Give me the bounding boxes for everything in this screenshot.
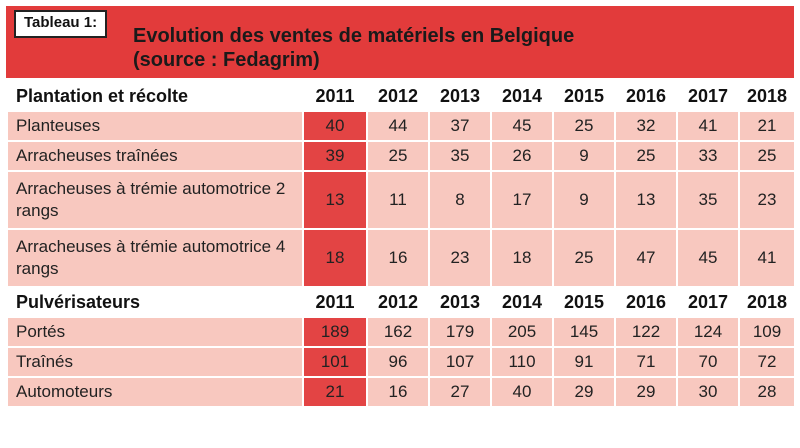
table-cell: 35: [428, 140, 492, 172]
table-cell: 17: [490, 170, 554, 230]
table-cell: 41: [738, 228, 796, 288]
table-cell: 25: [552, 110, 616, 142]
row-label: Traînés: [6, 346, 304, 378]
table-row: Arracheuses à trémie automotrice 4 rangs…: [6, 228, 796, 288]
table-cell: 35: [676, 170, 740, 230]
table-cell: 101: [302, 346, 368, 378]
table-row: Portés 189 162 179 205 145 122 124 109: [6, 316, 796, 348]
table-cell: 18: [490, 228, 554, 288]
year-header: 2016: [614, 286, 678, 318]
year-header: 2018: [738, 286, 796, 318]
section-heading: Pulvérisateurs: [6, 286, 304, 318]
table-cell: 11: [366, 170, 430, 230]
table-cell: 96: [366, 346, 430, 378]
table-cell: 26: [490, 140, 554, 172]
table-cell: 47: [614, 228, 678, 288]
year-header: 2017: [676, 80, 740, 112]
row-label: Planteuses: [6, 110, 304, 142]
year-header: 2012: [366, 80, 430, 112]
year-header: 2011: [302, 80, 368, 112]
table-title: Evolution des ventes de matériels en Bel…: [133, 24, 773, 72]
year-header: 2012: [366, 286, 430, 318]
row-label: Automoteurs: [6, 376, 304, 408]
table-cell: 162: [366, 316, 430, 348]
year-header: 2013: [428, 286, 492, 318]
table-cell: 23: [738, 170, 796, 230]
row-label: Arracheuses traînées: [6, 140, 304, 172]
row-label: Arracheuses à trémie automotrice 4 rangs: [6, 228, 304, 288]
row-label: Arracheuses à trémie automotrice 2 rangs: [6, 170, 304, 230]
year-header: 2016: [614, 80, 678, 112]
year-header: 2014: [490, 286, 554, 318]
table-row: Traînés 101 96 107 110 91 71 70 72: [6, 346, 796, 378]
year-header: 2013: [428, 80, 492, 112]
table-cell: 71: [614, 346, 678, 378]
table-cell: 8: [428, 170, 492, 230]
table-cell: 45: [490, 110, 554, 142]
table-cell: 32: [614, 110, 678, 142]
table-cell: 37: [428, 110, 492, 142]
table-cell: 21: [738, 110, 796, 142]
year-header: 2014: [490, 80, 554, 112]
table-tag: Tableau 1:: [14, 10, 108, 38]
year-header: 2015: [552, 80, 616, 112]
table-cell: 109: [738, 316, 796, 348]
table-header-banner: Tableau 1: Evolution des ventes de matér…: [6, 6, 794, 78]
table-title-line-2: (source : Fedagrim): [133, 49, 320, 71]
table-cell: 110: [490, 346, 554, 378]
sales-table: Plantation et récolte 2011 2012 2013 2014 201…: [6, 80, 796, 408]
table-cell: 16: [366, 228, 430, 288]
table-cell: 18: [302, 228, 368, 288]
table-cell: 28: [738, 376, 796, 408]
table-cell: 179: [428, 316, 492, 348]
table-row: Automoteurs 21 16 27 40 29 29 30 28: [6, 376, 796, 408]
table-cell: 9: [552, 170, 616, 230]
table-cell: 29: [552, 376, 616, 408]
table-cell: 44: [366, 110, 430, 142]
section-header-row: Pulvérisateurs 2011 2012 2013 2014 2015 2016 20…: [6, 286, 796, 318]
table-cell: 25: [614, 140, 678, 172]
section-heading: Plantation et récolte: [6, 80, 304, 112]
table-cell: 9: [552, 140, 616, 172]
year-header: 2017: [676, 286, 740, 318]
table-cell: 25: [552, 228, 616, 288]
table-cell: 29: [614, 376, 678, 408]
table-cell: 40: [302, 110, 368, 142]
year-header: 2011: [302, 286, 368, 318]
table-row: Planteuses 40 44 37 45 25 32 41 21: [6, 110, 796, 142]
table-cell: 13: [302, 170, 368, 230]
table-cell: 33: [676, 140, 740, 172]
table-cell: 40: [490, 376, 554, 408]
table-cell: 145: [552, 316, 616, 348]
table-cell: 91: [552, 346, 616, 378]
table-cell: 189: [302, 316, 368, 348]
table-cell: 107: [428, 346, 492, 378]
section-header-row: Plantation et récolte 2011 2012 2013 2014 201…: [6, 80, 796, 112]
table-cell: 205: [490, 316, 554, 348]
table-row: Arracheuses traînées 39 25 35 26 9 25 33 25: [6, 140, 796, 172]
table-cell: 45: [676, 228, 740, 288]
table-cell: 72: [738, 346, 796, 378]
table-cell: 70: [676, 346, 740, 378]
year-header: 2018: [738, 80, 796, 112]
table-cell: 23: [428, 228, 492, 288]
table-cell: 122: [614, 316, 678, 348]
row-label: Portés: [6, 316, 304, 348]
table-cell: 27: [428, 376, 492, 408]
table-cell: 25: [366, 140, 430, 172]
table-cell: 41: [676, 110, 740, 142]
table-cell: 39: [302, 140, 368, 172]
table-cell: 21: [302, 376, 368, 408]
year-header: 2015: [552, 286, 616, 318]
table-title-line-1: Evolution des ventes de matériels en Bel…: [133, 25, 575, 47]
table-cell: 30: [676, 376, 740, 408]
table-cell: 13: [614, 170, 678, 230]
table-cell: 25: [738, 140, 796, 172]
table-cell: 16: [366, 376, 430, 408]
table-row: Arracheuses à trémie automotrice 2 rangs…: [6, 170, 796, 230]
table-cell: 124: [676, 316, 740, 348]
